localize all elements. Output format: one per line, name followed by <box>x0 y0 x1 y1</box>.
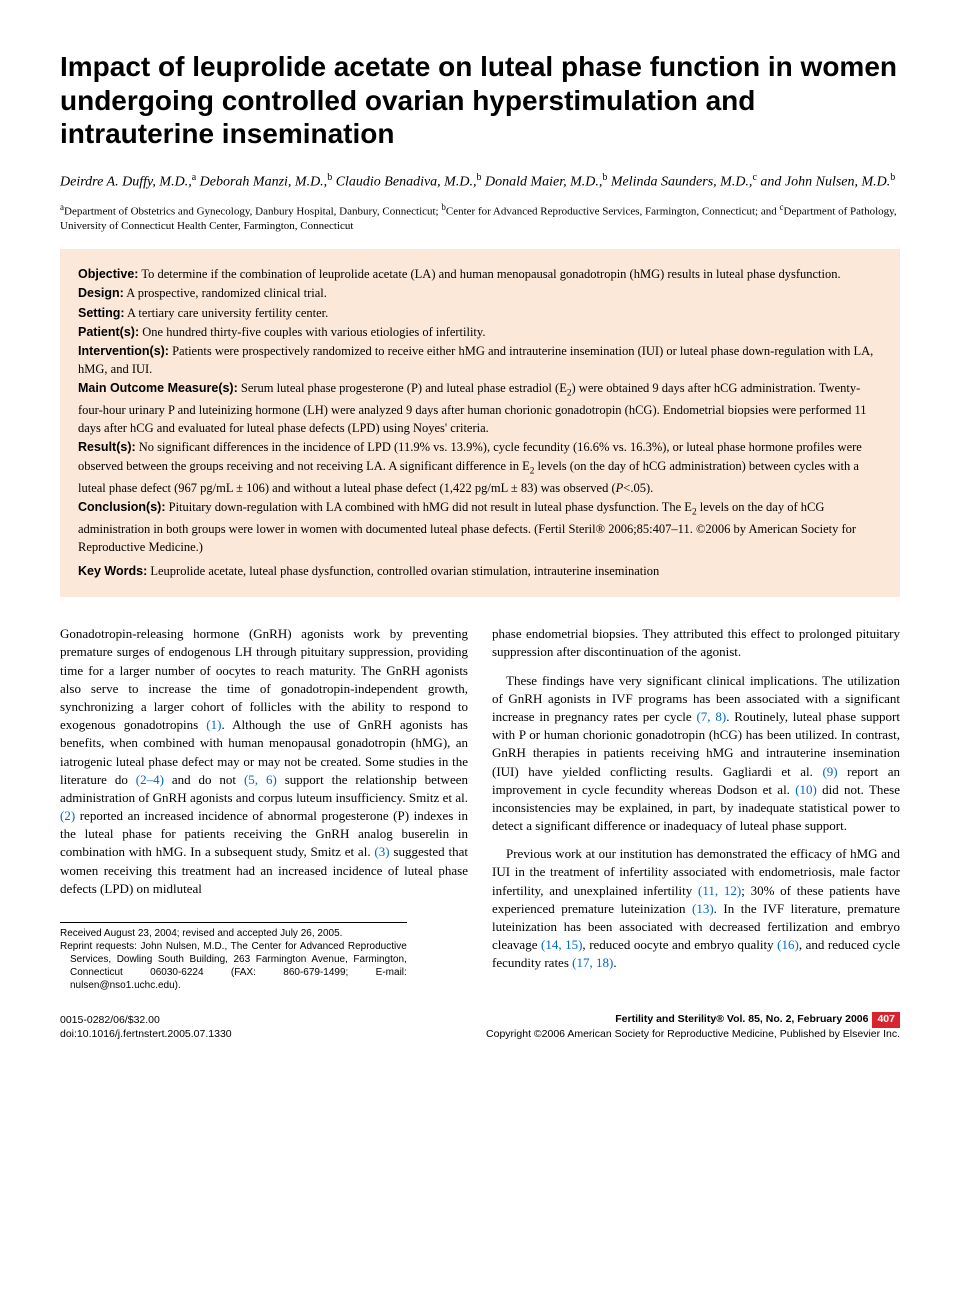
abstract-objective: Objective: To determine if the combinati… <box>78 265 882 283</box>
abstract-label: Main Outcome Measure(s): <box>78 381 238 395</box>
abstract-keywords: Key Words: Leuprolide acetate, luteal ph… <box>78 562 882 580</box>
body-paragraph: Previous work at our institution has dem… <box>492 845 900 972</box>
received-block: Received August 23, 2004; revised and ac… <box>60 922 407 992</box>
abstract-design: Design: A prospective, randomized clinic… <box>78 284 882 302</box>
abstract-text: Pituitary down-regulation with LA combin… <box>78 500 856 554</box>
article-title: Impact of leuprolide acetate on luteal p… <box>60 50 900 151</box>
body-paragraph: These findings have very significant cli… <box>492 672 900 836</box>
abstract-text: Leuprolide acetate, luteal phase dysfunc… <box>147 564 659 578</box>
abstract-results: Result(s): No significant differences in… <box>78 438 882 496</box>
reprint-requests: Reprint requests: John Nulsen, M.D., The… <box>60 940 407 992</box>
footer-left: 0015-0282/06/$32.00 doi:10.1016/j.fertns… <box>60 1014 232 1041</box>
abstract-setting: Setting: A tertiary care university fert… <box>78 304 882 322</box>
column-right: phase endometrial biopsies. They attribu… <box>492 625 900 992</box>
abstract-label: Patient(s): <box>78 325 139 339</box>
body-text: Gonadotropin-releasing hormone (GnRH) ag… <box>60 625 900 992</box>
abstract-label: Conclusion(s): <box>78 500 166 514</box>
abstract-patients: Patient(s): One hundred thirty-five coup… <box>78 323 882 341</box>
abstract-label: Design: <box>78 286 124 300</box>
received-date: Received August 23, 2004; revised and ac… <box>60 927 407 940</box>
author-list: Deirdre A. Duffy, M.D.,a Deborah Manzi, … <box>60 171 900 192</box>
body-paragraph: Gonadotropin-releasing hormone (GnRH) ag… <box>60 625 468 898</box>
affiliations: aDepartment of Obstetrics and Gynecology… <box>60 202 900 233</box>
abstract-box: Objective: To determine if the combinati… <box>60 249 900 597</box>
page-footer: 0015-0282/06/$32.00 doi:10.1016/j.fertns… <box>60 1012 900 1041</box>
abstract-interventions: Intervention(s): Patients were prospecti… <box>78 342 882 378</box>
abstract-text: One hundred thirty-five couples with var… <box>139 325 485 339</box>
abstract-text: A tertiary care university fertility cen… <box>125 306 329 320</box>
body-paragraph: phase endometrial biopsies. They attribu… <box>492 625 900 661</box>
abstract-label: Setting: <box>78 306 125 320</box>
abstract-text: No significant differences in the incide… <box>78 440 862 494</box>
abstract-conclusions: Conclusion(s): Pituitary down-regulation… <box>78 498 882 556</box>
abstract-label: Intervention(s): <box>78 344 169 358</box>
journal-citation: Fertility and Sterility® Vol. 85, No. 2,… <box>615 1013 868 1025</box>
page-number-badge: 407 <box>872 1012 900 1028</box>
copyright: Copyright ©2006 American Society for Rep… <box>486 1028 900 1042</box>
doi: doi:10.1016/j.fertnstert.2005.07.1330 <box>60 1028 232 1042</box>
footer-right: Fertility and Sterility® Vol. 85, No. 2,… <box>486 1012 900 1041</box>
column-left: Gonadotropin-releasing hormone (GnRH) ag… <box>60 625 468 992</box>
abstract-text: A prospective, randomized clinical trial… <box>124 286 327 300</box>
abstract-text: Patients were prospectively randomized t… <box>78 344 873 376</box>
issn: 0015-0282/06/$32.00 <box>60 1014 232 1028</box>
abstract-measures: Main Outcome Measure(s): Serum luteal ph… <box>78 379 882 437</box>
abstract-label: Key Words: <box>78 564 147 578</box>
abstract-label: Objective: <box>78 267 138 281</box>
abstract-text: To determine if the combination of leupr… <box>138 267 840 281</box>
abstract-label: Result(s): <box>78 440 136 454</box>
